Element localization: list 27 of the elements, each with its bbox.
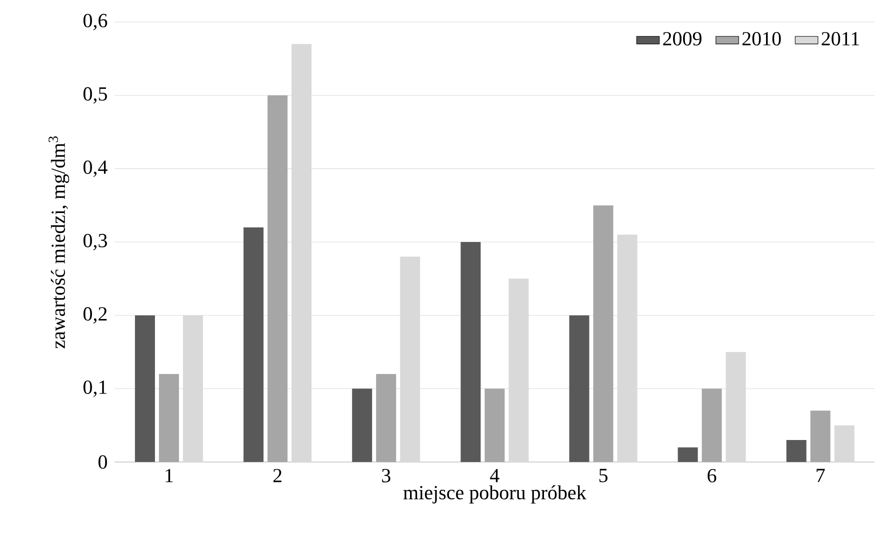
x-tick-label: 1: [166, 468, 173, 482]
y-tick-label: 0,6: [83, 14, 108, 30]
bar: [134, 315, 155, 462]
bar: [569, 315, 590, 462]
bar: [834, 425, 854, 462]
bar: [244, 227, 264, 462]
x-tick-label: 5: [599, 468, 608, 482]
x-tick-label: 3: [382, 468, 390, 482]
bar: [786, 440, 806, 462]
y-tick-label: 0,2: [83, 307, 107, 324]
legend-label: 2010: [742, 32, 781, 46]
y-tick-label: 0,4: [83, 160, 108, 177]
bar: [678, 447, 698, 462]
y-tick-label: 0,1: [83, 380, 107, 397]
x-tick-label: 6: [708, 468, 716, 482]
legend-label: 2011: [822, 32, 859, 46]
bar: [352, 388, 372, 462]
x-axis-title: miejsce poboru próbek: [403, 485, 586, 504]
x-tick-label: 4: [490, 468, 500, 482]
legend-label: 2009: [663, 32, 702, 46]
y-axis-title: zawartość miedzi, mg/dm$^{3}$: [48, 136, 70, 348]
x-tick-label: 7: [816, 468, 825, 482]
y-tick-label: 0,5: [83, 87, 107, 104]
y-tick-label: 0: [98, 455, 107, 469]
y-tick-label: 0,3: [83, 234, 107, 250]
bar: [460, 242, 481, 462]
x-tick-label: 2: [273, 468, 282, 482]
